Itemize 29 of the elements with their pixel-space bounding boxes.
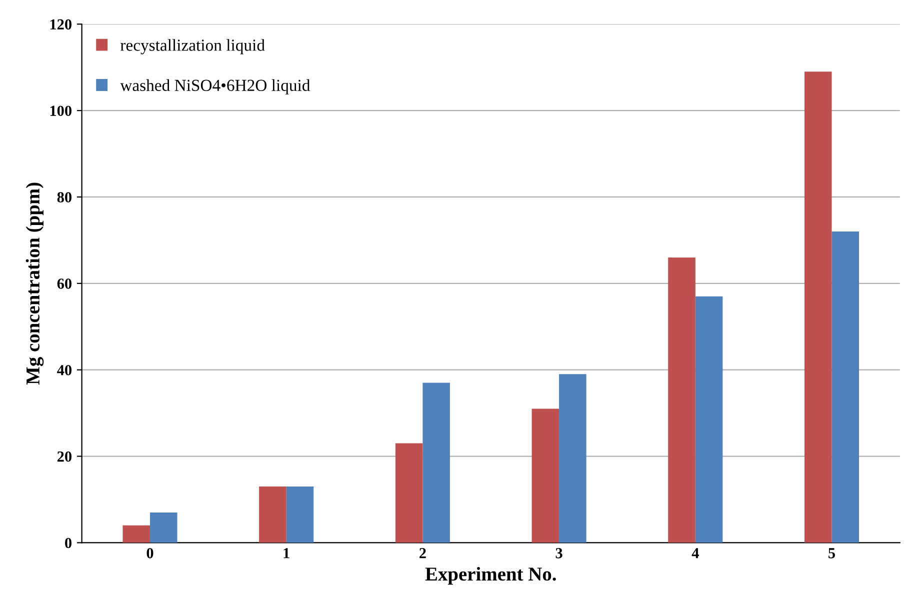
bar xyxy=(395,443,423,543)
y-tick-label: 40 xyxy=(57,364,72,376)
bar xyxy=(559,374,586,543)
bar xyxy=(695,296,723,543)
x-axis-title: Experiment No. xyxy=(425,566,556,585)
bar xyxy=(532,408,560,543)
x-tick-label: 5 xyxy=(828,548,835,558)
x-tick-label: 1 xyxy=(284,548,290,558)
legend-label: washed NiSO4•6H2O liquid xyxy=(120,79,310,94)
bar xyxy=(122,525,150,543)
y-tick-label: 20 xyxy=(57,451,72,462)
bar xyxy=(804,72,832,543)
x-tick-label: 0 xyxy=(146,548,154,558)
y-tick-label: 60 xyxy=(57,278,72,289)
y-tick-label: 0 xyxy=(65,538,72,548)
bar xyxy=(259,486,286,543)
y-axis-title: Mg concentration (ppm) xyxy=(26,182,44,385)
bar xyxy=(832,232,860,543)
legend-label: recystallization liquid xyxy=(120,39,265,54)
y-tick-label: 80 xyxy=(57,192,72,202)
bar xyxy=(150,512,178,543)
x-tick-label: 4 xyxy=(692,548,699,558)
y-tick-label: 100 xyxy=(50,106,72,116)
x-tick-label: 3 xyxy=(556,548,562,558)
bar xyxy=(668,257,696,543)
bar xyxy=(286,486,314,543)
y-tick-label: 120 xyxy=(50,19,72,30)
bar xyxy=(422,382,450,543)
x-tick-label: 2 xyxy=(420,548,426,558)
